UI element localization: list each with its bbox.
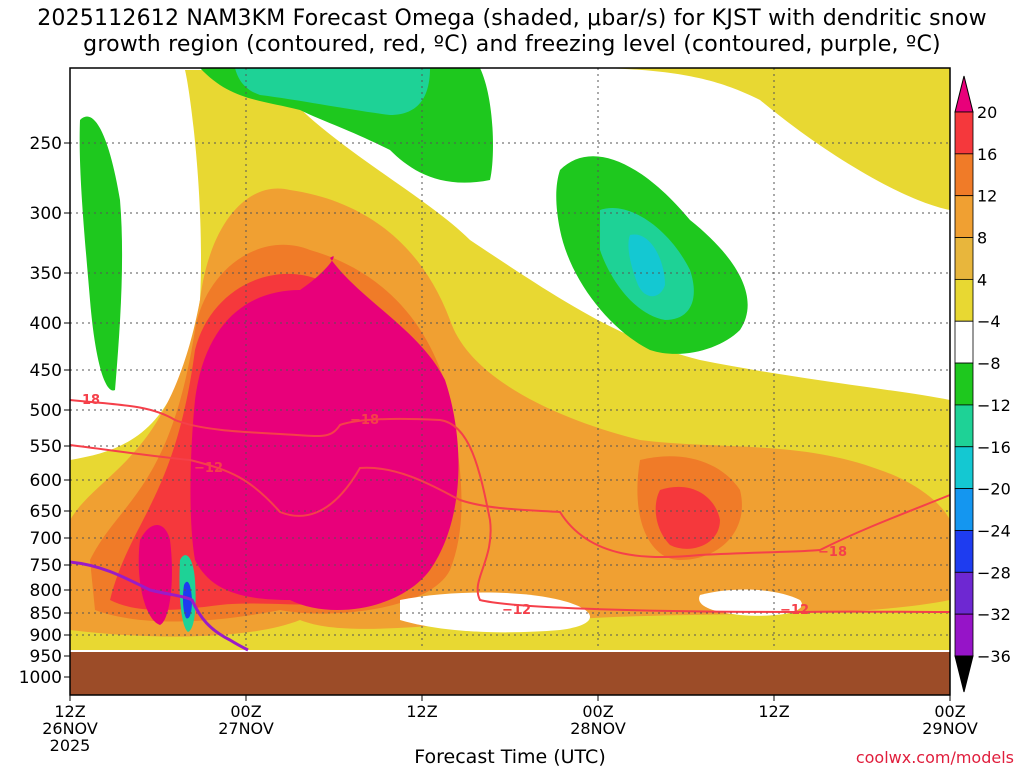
x-tick-date: 29NOV — [922, 719, 978, 738]
x-tick-date: 28NOV — [570, 719, 626, 738]
colorbar-label: 20 — [977, 103, 997, 122]
colorbar-top-arrow — [954, 75, 974, 113]
y-tick-label: 700 — [30, 529, 62, 549]
colorbar-label: −16 — [977, 438, 1011, 457]
colorbar-label: 8 — [977, 229, 987, 248]
x-tick-date: 26NOV — [42, 719, 98, 738]
colorbar-label: −8 — [977, 354, 1001, 373]
y-tick-label: 850 — [30, 604, 62, 624]
colorbar-segment — [954, 530, 974, 573]
dgz-contour-minus18 — [69, 399, 951, 614]
colorbar-segment — [954, 404, 974, 448]
contour-label: −12 — [502, 603, 531, 618]
terrain-fill — [70, 652, 950, 695]
y-tick-label: 300 — [30, 204, 62, 224]
colorbar-label: −28 — [977, 563, 1011, 582]
y-tick-label: 1000 — [19, 668, 62, 688]
y-tick-label: 600 — [30, 471, 62, 491]
omega-shading — [70, 68, 950, 650]
y-tick-label: 900 — [30, 626, 62, 646]
x-tick-label: 12Z — [54, 702, 85, 721]
contour-label: −12 — [780, 603, 809, 618]
colorbar-label: −24 — [977, 521, 1011, 540]
colorbar-segment — [954, 446, 974, 490]
colorbar-segment — [954, 195, 974, 238]
y-tick-label: 450 — [30, 361, 62, 381]
colorbar-segment — [954, 488, 974, 531]
x-tick-label: 00Z — [230, 702, 261, 721]
grid-lines — [70, 68, 950, 650]
dgz-contours — [69, 399, 951, 614]
colorbar-segment — [954, 153, 974, 197]
colorbar-segment — [954, 111, 974, 155]
contour-label: −18 — [818, 545, 847, 560]
colorbar-segment — [954, 571, 974, 615]
chart-title-line2: growth region (contoured, red, ºC) and f… — [83, 32, 941, 57]
colorbar-segment — [954, 613, 974, 657]
y-tick-label: 650 — [30, 502, 62, 522]
plot-frame — [69, 67, 951, 696]
colorbar-label: −32 — [977, 605, 1011, 624]
colorbar-label: 12 — [977, 187, 997, 206]
y-tick-label: 750 — [30, 556, 62, 576]
colorbar: 20 16 12 8 4 −4 −8 −12 −16 −20 −24 −28 −32 −36 — [954, 75, 1011, 693]
contour-labels: 18 −18 −12 −12 −18 −12 — [82, 393, 847, 618]
x-tick-label: 12Z — [406, 702, 437, 721]
x-tick-label: 00Z — [934, 702, 965, 721]
watermark: coolwx.com/models — [856, 748, 1014, 767]
x-tick-year: 2025 — [50, 736, 91, 755]
x-axis-title: Forecast Time (UTC) — [414, 746, 605, 768]
contour-label: −12 — [194, 461, 223, 476]
colorbar-segment — [954, 362, 974, 406]
colorbar-label: 16 — [977, 145, 997, 164]
colorbar-segment — [954, 320, 974, 364]
colorbar-label: −12 — [977, 396, 1011, 415]
y-tick-label: 400 — [30, 314, 62, 334]
colorbar-label: −4 — [977, 312, 1001, 331]
freezing-level-contour — [69, 560, 249, 652]
x-tick-label: 12Z — [758, 702, 789, 721]
y-tick-label: 500 — [30, 401, 62, 421]
colorbar-label: −20 — [977, 480, 1011, 499]
colorbar-segment — [954, 237, 974, 280]
contour-label: −18 — [350, 413, 379, 428]
y-tick-label: 800 — [30, 581, 62, 601]
y-axis-labels: 2503003504004505005506006507007508008509… — [19, 134, 70, 688]
colorbar-bottom-arrow — [954, 655, 974, 693]
x-tick-date: 27NOV — [218, 719, 274, 738]
x-tick-label: 00Z — [582, 702, 613, 721]
colorbar-segment — [954, 278, 974, 322]
y-tick-label: 350 — [30, 264, 62, 284]
y-tick-label: 250 — [30, 134, 62, 154]
colorbar-label: 4 — [977, 270, 987, 289]
y-tick-label: 550 — [30, 437, 62, 457]
dgz-contour-minus18-b — [69, 444, 951, 559]
colorbar-label: −36 — [977, 647, 1011, 666]
chart-title-line1: 2025112612 NAM3KM Forecast Omega (shaded… — [37, 6, 987, 31]
contour-label: 18 — [82, 393, 100, 408]
y-tick-label: 950 — [30, 647, 62, 667]
